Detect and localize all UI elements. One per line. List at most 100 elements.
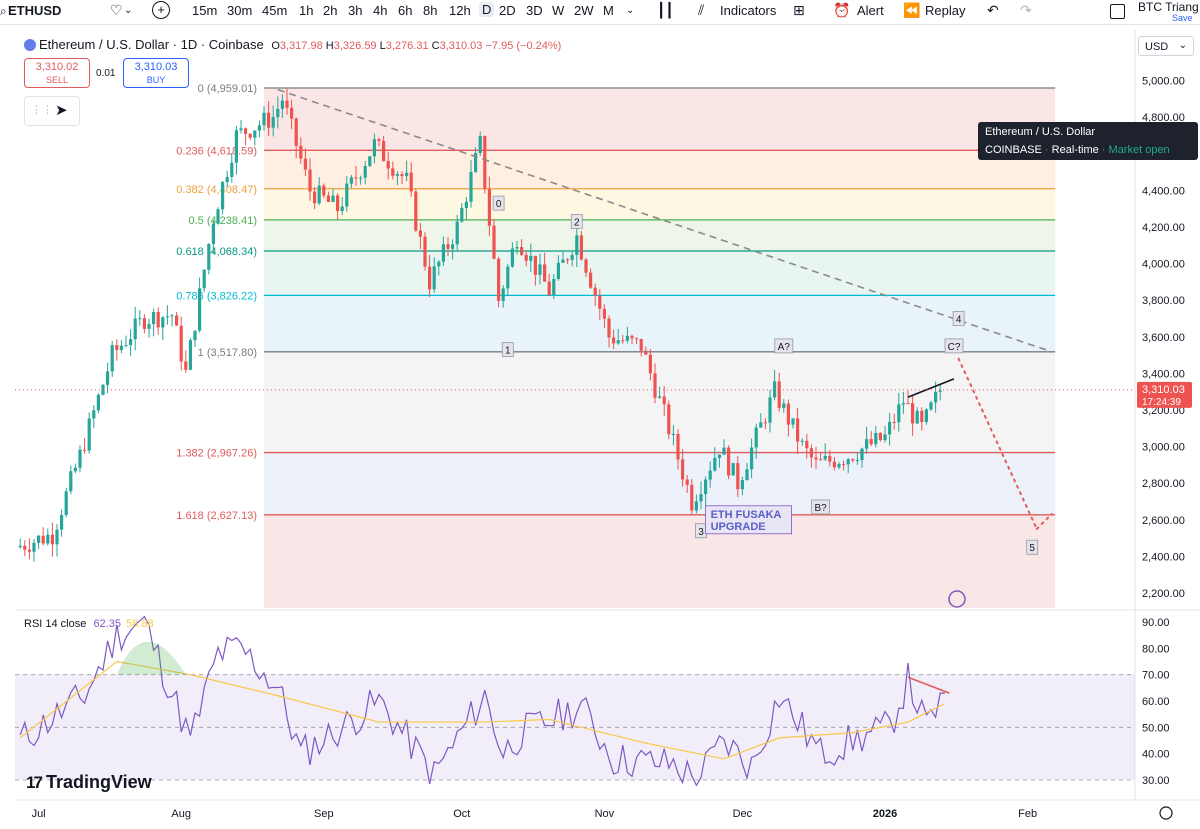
interval-30m[interactable]: 30m [227,3,253,18]
price-chart[interactable]: 0 (4,959.01) 0.236 (4,618.59) 0.382 (4,408… [0,25,1200,829]
candle-body [207,243,211,270]
redo-icon[interactable]: ↷ [1020,2,1032,18]
candle-body [230,162,234,177]
undo-icon[interactable]: ↶ [987,2,999,18]
candle-type-icon[interactable]: ┃┃ [657,2,674,18]
candle-body [418,230,422,237]
interval-menu-chevron-icon[interactable]: ⌄ [626,5,635,16]
candle-body [750,447,754,470]
candle-body [276,108,280,118]
annotation-box [705,505,792,535]
fib-level-label: 0.5 (4,238.41) [189,215,258,227]
buy-label: BUY [146,75,166,85]
candle-body [579,235,583,260]
candle-body [865,439,869,449]
candle-body [303,158,307,170]
candle-body [331,195,335,202]
interval-12h[interactable]: 12h [449,3,471,18]
candle-body [487,189,491,226]
replay-button[interactable]: Replay [925,3,966,18]
legend-low: 3,276.31 [385,40,429,52]
interval-3h[interactable]: 3h [348,3,363,18]
candle-body [345,183,349,207]
tradingview-logo[interactable]: 17 TradingView [26,772,152,793]
tooltip-feed: Real-time [1051,144,1099,156]
fib-level-label: 1.618 (2,627.13) [176,510,257,522]
candle-body [216,209,220,224]
symbol-tooltip: Ethereum / U.S. Dollar COINBASE · Real-t… [978,122,1198,160]
layout-save-link[interactable]: Save [1172,13,1193,23]
interval-m[interactable]: M [603,3,614,18]
candle-body [621,340,625,342]
candle-body [248,133,252,138]
candle-body [202,269,206,289]
chevron-down-icon[interactable]: ⌄ [124,5,133,16]
currency-select[interactable]: USD ⌄ [1138,36,1194,56]
price-axis-tick: 5,000.00 [1142,76,1185,88]
sell-button[interactable]: 3,310.02 SELL [24,58,90,88]
interval-d[interactable]: D [479,2,495,17]
candle-body [165,316,169,318]
candle-body [179,325,183,362]
buy-button[interactable]: 3,310.03 BUY [123,58,189,88]
layout-icon[interactable] [1110,4,1125,19]
templates-icon[interactable]: ⊞ [793,2,805,18]
search-icon[interactable]: ⌕ [0,4,7,18]
candle-body [901,403,905,405]
compare-add-icon[interactable]: + [152,1,170,19]
candle-body [524,254,528,261]
interval-2d[interactable]: 2D [499,3,516,18]
fib-level-label: 0.382 (4,408.47) [176,184,257,196]
price-axis-tick: 4,000.00 [1142,259,1185,271]
interval-8h[interactable]: 8h [423,3,438,18]
candle-body [786,403,790,425]
wave-label: C? [948,342,961,353]
candle-body [763,422,767,424]
candle-body [685,479,689,485]
wave-label: B? [814,503,827,514]
candle-body [915,410,919,424]
fib-level-label: 0.236 (4,618.59) [176,145,257,157]
interval-w[interactable]: W [552,3,565,18]
favorite-icon[interactable]: ♡ [110,2,123,18]
interval-6h[interactable]: 6h [398,3,413,18]
wave-label-box [570,214,583,229]
interval-45m[interactable]: 45m [262,3,288,18]
time-axis-tick: Feb [1018,808,1037,820]
projection-dotted-line [957,357,1038,530]
drag-handle-icon[interactable]: ⋮⋮ [31,104,53,116]
replay-icon[interactable]: ⏪ [903,2,921,18]
time-axis-tick: Nov [595,808,615,820]
wave-label: 1 [505,346,511,357]
candle-body [32,542,36,552]
candle-body [616,340,620,344]
wave-label: A? [778,342,791,353]
candle-body [722,447,726,455]
legend-high-label: H [325,40,334,52]
candle-body [671,433,675,435]
indicators-icon[interactable]: ⫽ [698,2,705,18]
alert-icon[interactable]: ⏰ [833,2,851,18]
layout-name[interactable]: BTC Triang Save [1138,0,1199,23]
interval-2w[interactable]: 2W [574,3,594,18]
interval-3d[interactable]: 3D [526,3,543,18]
candle-body [152,312,156,325]
candle-body [515,247,519,249]
alert-button[interactable]: Alert [857,3,884,18]
buy-price: 3,310.03 [134,61,178,73]
rsi-axis-tick: 90.00 [1142,617,1170,629]
candle-body [828,455,832,462]
tradingview-logo-icon: 17 [26,773,43,792]
interval-4h[interactable]: 4h [373,3,388,18]
cursor-icon[interactable]: ➤ [55,102,68,119]
interval-1h[interactable]: 1h [299,3,314,18]
symbol-search[interactable]: ETHUSD [8,3,62,18]
candle-body [782,403,786,408]
interval-2h[interactable]: 2h [323,3,338,18]
candle-body [142,318,146,329]
fib-level-label: 1.382 (2,967.26) [176,448,257,460]
indicators-button[interactable]: Indicators [720,3,777,18]
interval-15m[interactable]: 15m [192,3,218,18]
fib-zone [264,351,1056,453]
annotation-text: UPGRADE [711,521,766,533]
